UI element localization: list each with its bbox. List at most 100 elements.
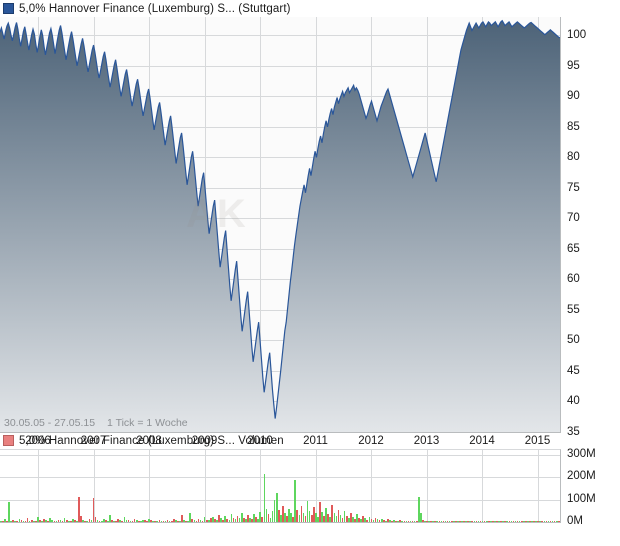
volume-bar (413, 521, 416, 522)
volume-bar (290, 513, 292, 522)
volume-bar (296, 510, 299, 522)
volume-bar (463, 521, 465, 522)
volume-bar (63, 517, 66, 522)
volume-bar (286, 516, 288, 522)
volume-bar (547, 521, 550, 522)
volume-bar (498, 520, 500, 522)
volume-bar (230, 514, 233, 522)
volume-bar (465, 520, 467, 522)
price-line (0, 19, 560, 419)
volume-bar (247, 514, 249, 522)
volume-bar (422, 520, 424, 522)
volume-bar (269, 517, 272, 522)
volume-bar (304, 516, 307, 522)
price-gridline-h (0, 279, 560, 281)
volume-bar (356, 514, 358, 522)
volume-bar (485, 521, 488, 522)
volume-bar (210, 517, 212, 522)
price-area-series (0, 17, 560, 432)
volume-bar (380, 518, 383, 522)
price-plot-area[interactable]: AK (0, 17, 561, 433)
volume-bar (459, 520, 461, 522)
volume-bar (162, 521, 165, 522)
volume-bar (20, 520, 23, 522)
volume-bar (0, 520, 2, 522)
volume-bar (481, 521, 484, 522)
price-y-tick-label: 50 (567, 334, 580, 347)
volume-bar (393, 519, 395, 522)
volume-bar (321, 511, 323, 522)
volume-bar (117, 518, 119, 522)
price-x-tick-label: 2006 (25, 435, 51, 447)
volume-bar (37, 517, 39, 522)
volume-bar (473, 521, 476, 522)
volume-bar (341, 517, 344, 522)
volume-bar (424, 520, 426, 522)
volume-bar (508, 520, 511, 522)
price-y-tick-label: 60 (567, 273, 580, 286)
volume-bar (271, 511, 274, 522)
volume-bar (455, 521, 457, 522)
volume-bar (82, 519, 84, 522)
volume-bar (129, 520, 132, 522)
volume-legend: 5,0% Hannover Finance (Luxemburg) S... V… (0, 432, 620, 449)
volume-bar (280, 515, 282, 522)
price-y-tick-label: 45 (567, 364, 580, 377)
price-chart-panel: AK 100 95 90 85 80 75 70 65 60 55 50 45 40 35 30.05.0… (0, 17, 620, 447)
price-series-swatch-icon (3, 3, 14, 14)
volume-bar (28, 520, 31, 522)
price-gridline-h (0, 309, 560, 311)
volume-bar (354, 518, 356, 522)
volume-bar (90, 520, 93, 522)
volume-bar (479, 521, 482, 522)
volume-bar (150, 519, 152, 522)
volume-bar (490, 521, 492, 522)
volume-gridline-v (371, 450, 372, 522)
volume-bar (407, 521, 410, 522)
volume-bar (216, 519, 218, 522)
volume-bar (282, 506, 284, 522)
volume-bar (251, 519, 253, 522)
price-y-tick-label: 90 (567, 90, 580, 103)
volume-bar (428, 520, 430, 522)
volume-bar (345, 515, 348, 522)
volume-bar (14, 520, 17, 522)
volume-bar (374, 517, 377, 522)
price-y-tick-label: 75 (567, 181, 580, 194)
volume-bar (362, 515, 364, 522)
volume-bar (220, 518, 222, 522)
volume-bar (61, 520, 64, 522)
volume-bar (329, 517, 332, 522)
volume-bars (0, 450, 560, 522)
volume-bar (300, 505, 303, 522)
price-legend: 5,0% Hannover Finance (Luxemburg) S... (… (0, 0, 620, 17)
volume-bar (137, 520, 140, 522)
volume-bar (84, 520, 87, 522)
volume-gridline-v (38, 450, 39, 522)
volume-bar (261, 516, 264, 522)
volume-bar (109, 515, 111, 522)
volume-bar (514, 521, 517, 522)
volume-plot-area[interactable] (0, 449, 561, 523)
volume-bar (302, 513, 305, 522)
volume-bar (337, 509, 340, 522)
volume-bar (43, 519, 45, 522)
price-x-tick-label: 2010 (247, 435, 273, 447)
volume-bar (240, 513, 243, 522)
volume-bar (166, 519, 169, 522)
volume-bar (222, 519, 224, 522)
volume-bar (366, 519, 369, 522)
volume-bar (277, 509, 280, 522)
price-x-tick-label: 2012 (358, 435, 384, 447)
volume-bar (494, 521, 496, 522)
volume-bar (10, 520, 12, 522)
volume-bar (368, 517, 371, 522)
volume-bar (310, 515, 313, 522)
volume-bar (525, 521, 527, 522)
volume-bar (378, 520, 381, 522)
price-gridline-h (0, 248, 560, 250)
volume-bar (2, 521, 4, 522)
volume-bar (144, 520, 146, 522)
volume-bar (504, 521, 507, 522)
